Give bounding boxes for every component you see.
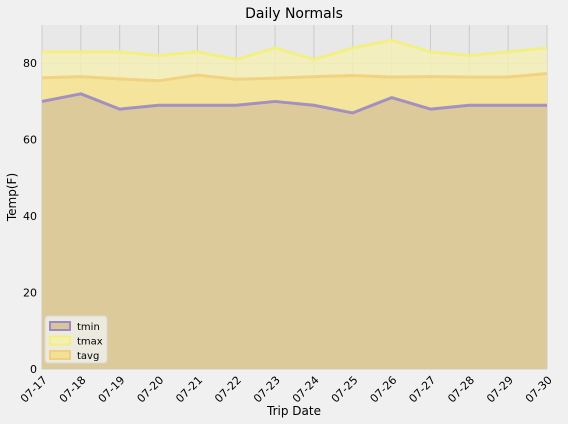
series-line-tavg [41, 72, 548, 83]
x-tick-label: 07-17 [18, 374, 50, 406]
x-tick-label: 07-19 [96, 374, 128, 406]
x-tick-label: 07-30 [523, 374, 555, 406]
y-axis-label: Temp(F) [5, 173, 19, 222]
legend-swatch-tavg [49, 350, 71, 360]
y-tick-label: 40 [23, 210, 37, 223]
y-axis-ticks: 0 20 40 60 80 [23, 57, 37, 376]
legend-swatch-tmin [49, 321, 71, 331]
x-tick-label: 07-26 [368, 374, 400, 406]
y-tick-label: 0 [30, 363, 37, 376]
legend-swatch-tmax [49, 335, 71, 346]
x-tick-label: 07-23 [251, 374, 283, 406]
legend-label-tavg: tavg [77, 351, 99, 362]
x-axis-ticks: 07-17 07-18 07-19 07-20 07-21 07-22 07-23 07-24… [18, 374, 555, 406]
legend: tmin tmax tavg [44, 315, 108, 364]
x-tick-label: 07-27 [406, 374, 438, 406]
x-tick-label: 07-20 [135, 374, 167, 406]
x-tick-label: 07-21 [173, 374, 205, 406]
x-tick-label: 07-22 [212, 374, 244, 406]
x-tick-label: 07-18 [57, 374, 89, 406]
chart-title: Daily Normals [245, 6, 343, 22]
series-area-tmin [42, 93, 547, 370]
x-tick-label: 07-28 [445, 374, 477, 406]
y-tick-label: 60 [23, 134, 37, 147]
legend-label-tmax: tmax [77, 337, 103, 348]
x-tick-label: 07-24 [290, 374, 322, 406]
legend-label-tmin: tmin [77, 322, 100, 333]
series-line-tmax [42, 38, 548, 61]
y-tick-label: 20 [23, 287, 37, 300]
x-axis-label: Trip Date [266, 404, 321, 418]
x-tick-label: 07-25 [329, 374, 361, 406]
series-line-tmin [41, 92, 547, 115]
y-tick-label: 80 [23, 57, 37, 70]
series-areas [41, 38, 548, 370]
x-tick-label: 07-29 [484, 374, 516, 406]
